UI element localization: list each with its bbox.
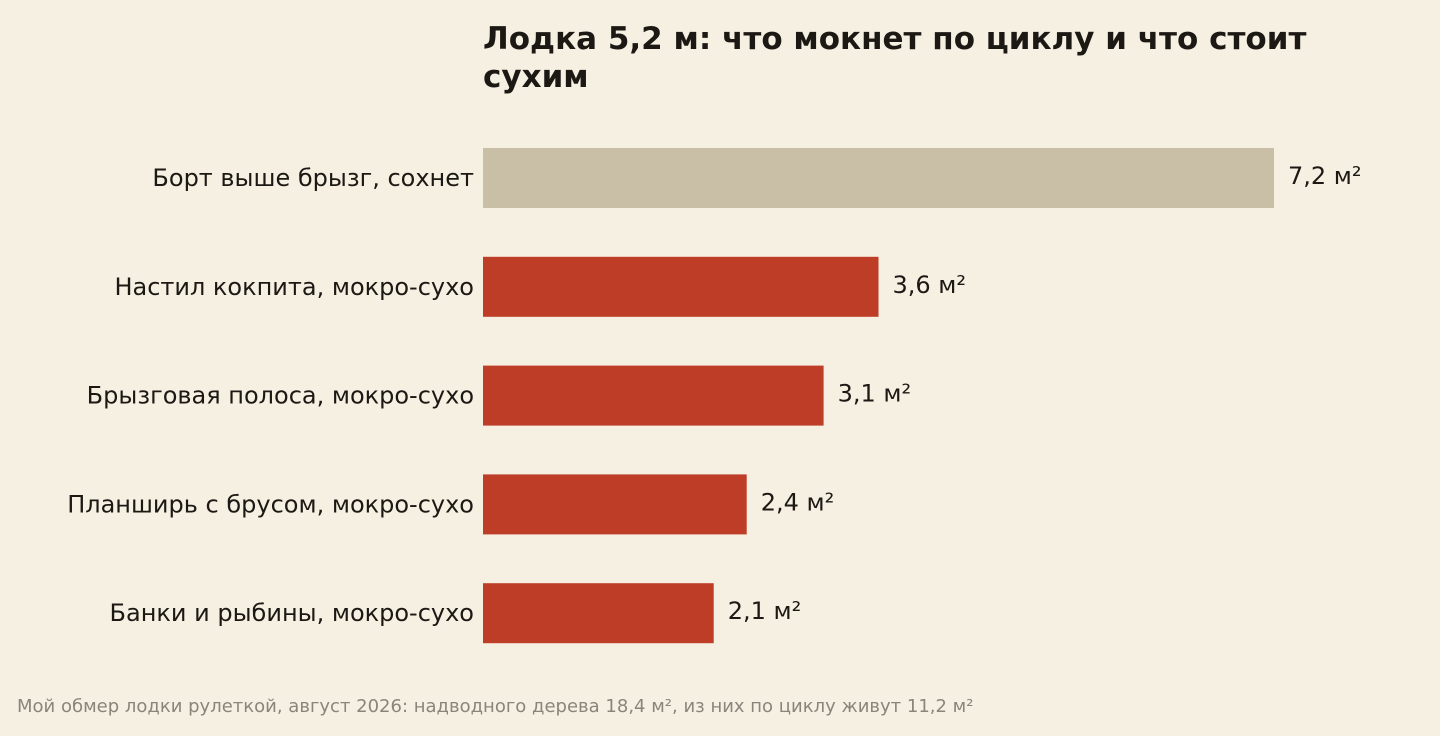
bar-5 [483, 583, 714, 644]
bar-3 [483, 365, 824, 426]
category-label-5: Банки и рыбины, мокро-сухо [110, 599, 474, 627]
value-label-4: 2,4 м² [761, 488, 835, 516]
bar-2 [483, 256, 879, 317]
category-label-1: Борт выше брызг, сохнет [152, 164, 474, 192]
value-label-1: 7,2 м² [1288, 162, 1362, 190]
category-label-2: Настил кокпита, мокро-сухо [114, 273, 474, 301]
category-label-4: Планширь с брусом, мокро-сухо [67, 490, 474, 518]
category-label-3: Брызговая полоса, мокро-сухо [87, 382, 474, 410]
bar-1 [483, 148, 1274, 208]
chart-title: Лодка 5,2 м: что мокнет по циклу и что с… [483, 21, 1307, 95]
value-label-5: 2,1 м² [728, 597, 802, 625]
value-label-2: 3,6 м² [893, 271, 967, 299]
bar-4 [483, 474, 747, 535]
chart-footnote: Мой обмер лодки рулеткой, август 2026: н… [17, 696, 974, 717]
value-label-3: 3,1 м² [838, 380, 912, 408]
